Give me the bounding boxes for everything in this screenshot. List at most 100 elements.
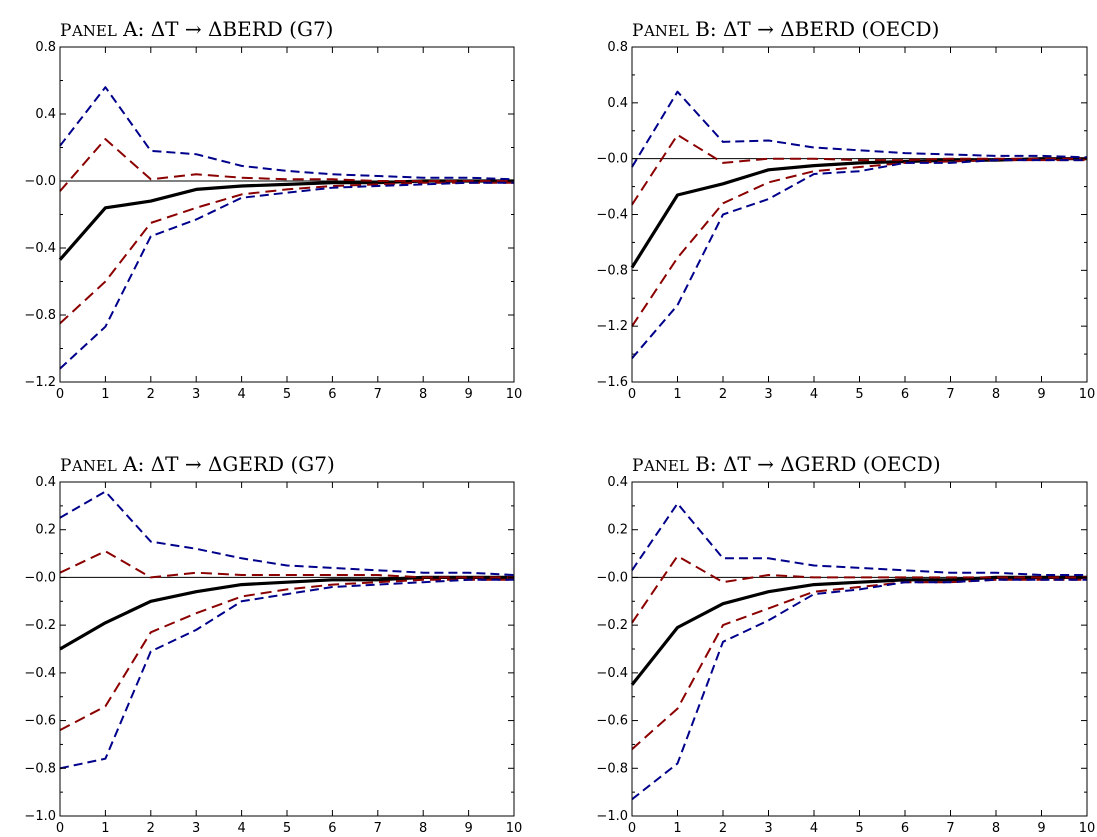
x-tick-label: 8 xyxy=(419,821,427,836)
y-tick-label: −0.0 xyxy=(24,174,56,189)
x-tick-label: 9 xyxy=(464,821,472,836)
x-tick-label: 2 xyxy=(147,821,155,836)
y-tick-label: −0.6 xyxy=(596,714,628,729)
series-band-inner-upper xyxy=(631,133,1087,206)
x-tick-label: 3 xyxy=(192,821,200,836)
y-tick-label: −0.2 xyxy=(24,618,56,633)
y-tick-label: 0.8 xyxy=(607,40,628,55)
series-band-outer-lower xyxy=(59,181,514,370)
x-tick-label: 5 xyxy=(283,821,291,836)
panel-title: PANEL B: ΔT → ΔBERD (OECD) xyxy=(632,17,939,41)
y-tick-label: −0.4 xyxy=(596,208,628,223)
panel-title-text: B: ΔT → ΔBERD (OECD) xyxy=(689,17,940,41)
x-tick-label: 4 xyxy=(810,821,818,836)
y-tick-label: −1.6 xyxy=(596,375,628,390)
x-tick-label: 5 xyxy=(855,387,863,402)
chart-panel-3: PANEL A: ΔT → ΔGERD (G7) 0.4 0.2 −0.0 −0.2 −0… xyxy=(24,452,522,836)
y-tick-label: −0.6 xyxy=(24,714,56,729)
x-tick-label: 9 xyxy=(1037,821,1045,836)
x-tick-label: 7 xyxy=(374,821,382,836)
panel-title-prefix-rest: ANEL xyxy=(71,22,117,40)
series-band-outer-lower xyxy=(631,578,1087,801)
panel-title: PANEL B: ΔT → ΔGERD (OECD) xyxy=(632,452,941,476)
series-band-outer-upper xyxy=(59,490,515,576)
y-tick-label: −0.0 xyxy=(596,570,628,585)
x-tick-label: 7 xyxy=(374,387,382,402)
series-band-inner-lower xyxy=(59,578,514,731)
x-tick-label: 1 xyxy=(673,387,681,402)
x-tick-label: 1 xyxy=(101,821,109,836)
x-tick-label: 9 xyxy=(464,387,472,402)
series-band-outer-upper xyxy=(631,90,1088,168)
x-tick-label: 0 xyxy=(628,387,636,402)
x-tick-label: 1 xyxy=(101,387,109,402)
x-tick-label: 3 xyxy=(764,387,772,402)
y-tick-label: −1.2 xyxy=(24,375,56,390)
y-tick-label: 0.4 xyxy=(607,475,628,490)
y-tick-label: −0.8 xyxy=(596,263,628,278)
panel-title-text: A: ΔT → ΔGERD (G7) xyxy=(117,452,335,476)
x-tick-label: 2 xyxy=(719,821,727,836)
x-tick-label: 8 xyxy=(992,387,1000,402)
x-tick-label: 1 xyxy=(673,821,681,836)
plot-frame xyxy=(59,46,515,383)
panel-title: PANEL A: ΔT → ΔBERD (G7) xyxy=(60,17,333,41)
series-band-outer-upper xyxy=(59,86,515,181)
y-tick-label: −0.0 xyxy=(596,152,628,167)
x-tick-label: 7 xyxy=(946,821,954,836)
x-tick-label: 3 xyxy=(192,387,200,402)
series-band-outer-lower xyxy=(59,578,514,770)
series-response xyxy=(58,179,514,261)
x-tick-label: 2 xyxy=(719,387,727,402)
y-tick-label: −0.4 xyxy=(596,666,628,681)
series-band-inner-lower xyxy=(631,159,1087,327)
panel-title-prefix-rest: ANEL xyxy=(643,457,689,475)
y-tick-label: −0.8 xyxy=(24,308,56,323)
panel-title-prefix: P xyxy=(60,456,72,476)
x-tick-label: 6 xyxy=(328,821,336,836)
y-tick-label: −0.4 xyxy=(24,241,56,256)
y-tick-label: 0.8 xyxy=(35,40,56,55)
x-tick-label: 9 xyxy=(1037,387,1045,402)
y-tick-label: 0.2 xyxy=(607,523,628,538)
x-tick-label: 10 xyxy=(1079,387,1096,402)
chart-panel-2: PANEL B: ΔT → ΔBERD (OECD) 0.8 0.4 −0.0 −0.4… xyxy=(596,17,1095,402)
plot-frame xyxy=(59,481,515,817)
y-tick-label: 0.2 xyxy=(35,523,56,538)
panel-title-prefix: P xyxy=(632,21,644,41)
x-tick-label: 4 xyxy=(810,387,818,402)
y-tick-label: −0.8 xyxy=(596,761,628,776)
series-response xyxy=(630,575,1087,686)
x-tick-label: 4 xyxy=(237,821,245,836)
x-tick-label: 10 xyxy=(506,387,523,402)
x-tick-label: 8 xyxy=(419,387,427,402)
panel-title-prefix-rest: ANEL xyxy=(71,457,117,475)
x-tick-label: 7 xyxy=(946,387,954,402)
y-tick-label: 0.4 xyxy=(35,107,56,122)
y-tick-label: −0.0 xyxy=(24,570,56,585)
chart-panel-1: PANEL A: ΔT → ΔBERD (G7) 0.8 0.4 −0.0 −0.4 −0… xyxy=(24,17,522,402)
series-response xyxy=(630,157,1087,269)
y-tick-label: −0.8 xyxy=(24,761,56,776)
x-tick-label: 3 xyxy=(764,821,772,836)
x-tick-label: 2 xyxy=(147,387,155,402)
y-tick-label: −0.4 xyxy=(24,666,56,681)
series-band-inner-upper xyxy=(59,550,514,579)
x-tick-label: 5 xyxy=(283,387,291,402)
x-tick-label: 0 xyxy=(56,387,64,402)
chart-panel-4: PANEL B: ΔT → ΔGERD (OECD) 0.4 0.2 −0.0 −0.2… xyxy=(596,452,1095,836)
y-tick-label: −1.2 xyxy=(596,319,628,334)
x-tick-label: 10 xyxy=(1079,821,1096,836)
series-band-outer-lower xyxy=(631,159,1087,359)
panel-title: PANEL A: ΔT → ΔGERD (G7) xyxy=(60,452,335,476)
x-tick-label: 8 xyxy=(992,821,1000,836)
panel-title-text: B: ΔT → ΔGERD (OECD) xyxy=(689,452,941,476)
panel-title-text: A: ΔT → ΔBERD (G7) xyxy=(117,17,334,41)
y-tick-label: −1.0 xyxy=(596,809,628,824)
panel-title-prefix: P xyxy=(632,456,644,476)
x-tick-label: 0 xyxy=(628,821,636,836)
series-band-inner-upper xyxy=(59,138,514,192)
y-tick-label: 0.4 xyxy=(35,475,56,490)
panel-title-prefix: P xyxy=(60,21,72,41)
